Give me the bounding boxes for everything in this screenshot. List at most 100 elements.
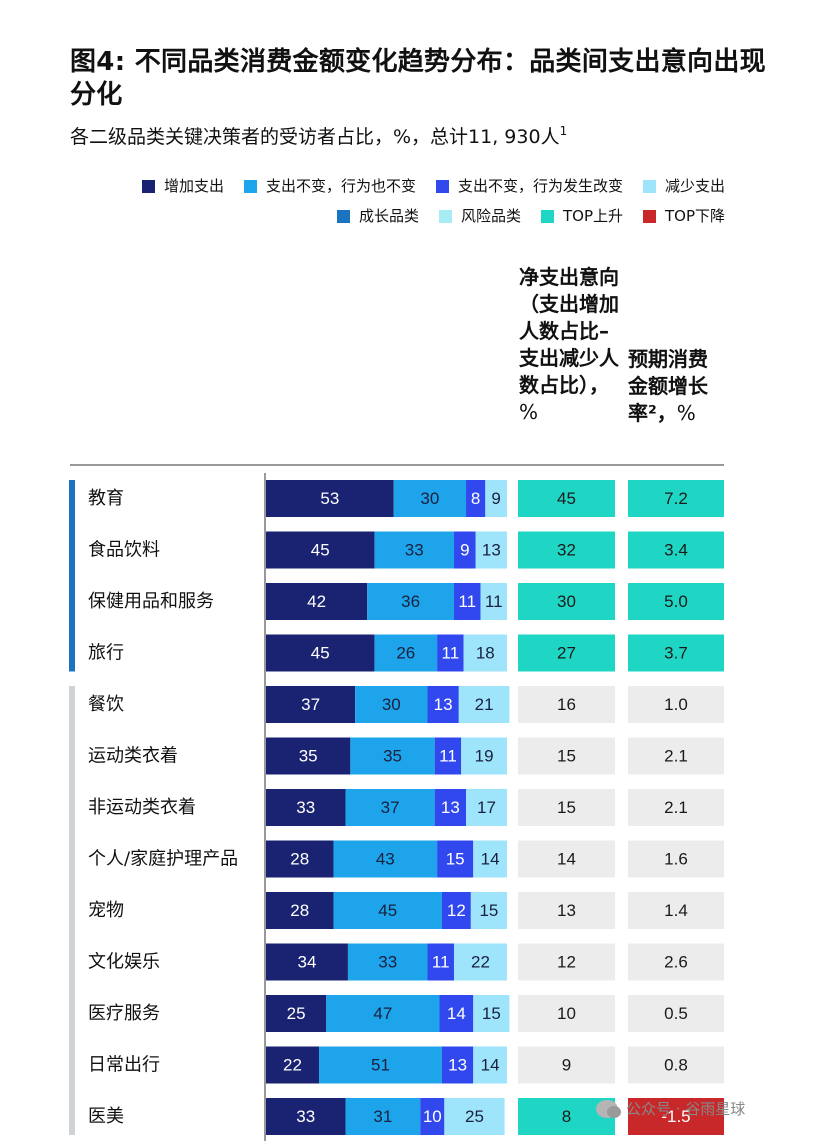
bar-data-label: 11 (442, 644, 460, 663)
bar-segment-1 (266, 1098, 346, 1135)
net-intent-value: 8 (562, 1107, 571, 1126)
net-intent-cell (518, 1046, 615, 1084)
legend-group-item-1: 风险品类 (438, 206, 521, 226)
watermark-text: 公众号 · 谷雨星球 (626, 1100, 746, 1118)
net-intent-cell (518, 634, 615, 672)
bar-data-label: 9 (491, 489, 500, 508)
bar-data-label: 43 (376, 850, 395, 869)
category-label: 运动类衣着 (88, 746, 178, 767)
bar-segment-4 (470, 892, 507, 929)
category-label: 教育 (88, 488, 124, 509)
growth-rate-cell (628, 531, 724, 569)
bar-data-label: 15 (446, 850, 465, 869)
chart-subtitle: 各二级品类关键决策者的受访者占比，%，总计11, 930人1 (70, 118, 567, 150)
bar-segment-4 (461, 737, 507, 775)
bar-segment-4 (485, 480, 507, 517)
bar-segment-3 (441, 892, 471, 929)
bar-data-label: 45 (378, 901, 397, 920)
bar-data-label: 28 (290, 901, 309, 920)
legend-group-item-2: TOP上升 (540, 206, 623, 226)
legend-group-label-0: 成长品类 (358, 207, 419, 225)
bar-data-label: 11 (432, 953, 450, 972)
bar-data-label: 13 (434, 695, 453, 714)
legend-group-swatch-0 (336, 209, 350, 223)
growth-rate-cell (628, 737, 724, 775)
bar-segment-2 (350, 737, 435, 775)
bar-data-label: 22 (471, 953, 490, 972)
bar-data-label: 9 (460, 541, 469, 560)
bar-segment-2 (367, 583, 454, 620)
bar-segment-3 (420, 1098, 445, 1135)
category-label: 非运动类衣着 (88, 797, 196, 818)
bar-data-label: 18 (476, 644, 495, 663)
category-label: 保健用品和服务 (88, 591, 214, 612)
legend-group-swatch-1 (438, 209, 452, 223)
legend-item-1: 支出不变，行为也不变 (243, 176, 416, 196)
bar-segment-3 (437, 840, 474, 878)
net-intent-cell (518, 737, 615, 775)
growth-rate-value: 3.4 (664, 541, 688, 560)
wechat-icon (596, 1099, 621, 1118)
bar-segment-3 (427, 943, 454, 981)
bar-data-label: 33 (296, 1107, 315, 1126)
bar-data-label: 13 (482, 541, 501, 560)
growth-rate-value: 7.2 (664, 489, 688, 508)
bar-segment-4 (453, 943, 507, 981)
bar-data-label: 11 (458, 592, 476, 611)
bar-segment-3 (453, 531, 476, 569)
bar-data-label: 14 (481, 1056, 500, 1075)
bar-data-label: 31 (373, 1107, 392, 1126)
net-intent-value: 14 (557, 850, 576, 869)
net-intent-value: 15 (557, 747, 576, 766)
bar-data-label: 42 (307, 592, 326, 611)
growth-rate-value: 0.8 (664, 1056, 688, 1075)
bar-segment-4 (473, 1046, 507, 1084)
bar-data-label: 26 (396, 644, 415, 663)
bar-data-label: 14 (481, 850, 500, 869)
net-intent-value: 16 (557, 695, 576, 714)
bar-segment-2 (355, 686, 428, 723)
growth-rate-value: 3.7 (664, 644, 688, 663)
bar-data-label: 12 (447, 901, 466, 920)
legend-label-0: 增加支出 (163, 177, 224, 195)
group-marker-risk (69, 686, 75, 1135)
legend-group-item-0: 成长品类 (336, 206, 419, 226)
bar-data-label: 8 (471, 489, 480, 508)
growth-rate-value: 2.6 (664, 953, 688, 972)
net-intent-cell (518, 995, 615, 1032)
category-label: 日常出行 (88, 1055, 160, 1076)
net-intent-cell (518, 789, 615, 826)
net-intent-header-text: 净支出意向（支出增加人数占比–支出减少人数占比）， (519, 265, 619, 397)
bar-segment-1 (266, 892, 334, 929)
bar-data-label: 47 (373, 1004, 392, 1023)
bar-data-label: 13 (441, 798, 460, 817)
bar-data-label: 28 (290, 850, 309, 869)
bar-segment-2 (345, 1098, 421, 1135)
legend-group-label-2: TOP上升 (562, 207, 623, 225)
legend-swatch-1 (243, 179, 257, 193)
bar-data-label: 53 (320, 489, 339, 508)
bar-data-label: 33 (405, 541, 424, 560)
legend-swatch-2 (435, 179, 449, 193)
bar-segment-2 (345, 789, 435, 826)
legend-label-3: 减少支出 (664, 177, 725, 195)
bar-segment-1 (266, 583, 368, 620)
category-label: 医美 (88, 1106, 124, 1127)
growth-rate-cell (628, 686, 724, 723)
growth-rate-value: 2.1 (664, 798, 688, 817)
bar-data-label: 51 (371, 1056, 390, 1075)
bar-data-label: 15 (482, 1004, 501, 1023)
group-marker-growth (69, 480, 75, 672)
growth-rate-cell (628, 789, 724, 826)
legend-group-swatch-3 (642, 209, 656, 223)
bar-data-label: 11 (439, 747, 457, 766)
category-label: 医疗服务 (88, 1003, 160, 1024)
bar-data-label: 30 (420, 489, 439, 508)
legend-row-2: 成长品类 风险品类 TOP上升 TOP下降 (70, 206, 725, 226)
growth-rate-value: 0.5 (664, 1004, 688, 1023)
bar-segment-1 (266, 480, 394, 517)
net-intent-value: 15 (557, 798, 576, 817)
net-intent-cell (518, 583, 615, 620)
net-intent-value: 32 (557, 541, 576, 560)
net-intent-value: 45 (557, 489, 576, 508)
